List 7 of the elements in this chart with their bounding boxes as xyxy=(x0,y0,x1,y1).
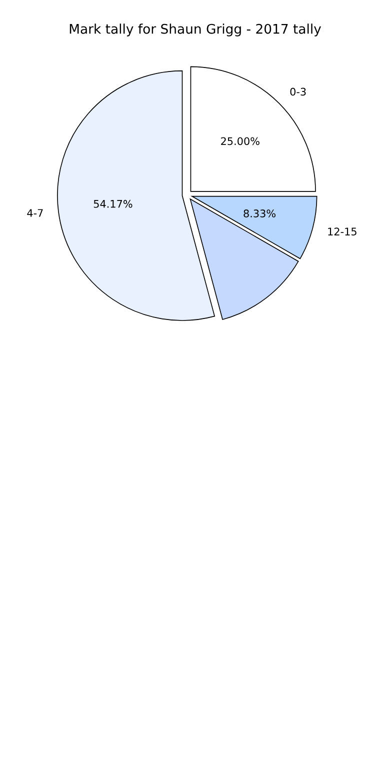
data-label: 54.17% xyxy=(94,200,132,208)
slice-label: 4-7 xyxy=(27,209,43,217)
chart-title: Mark tally for Shaun Grigg - 2017 tally xyxy=(70,24,322,36)
slice-label: 0-3 xyxy=(290,88,306,96)
data-label: 8.33% xyxy=(244,210,276,218)
data-label: 25.00% xyxy=(221,137,260,146)
slice-label: 12-15 xyxy=(328,228,356,236)
